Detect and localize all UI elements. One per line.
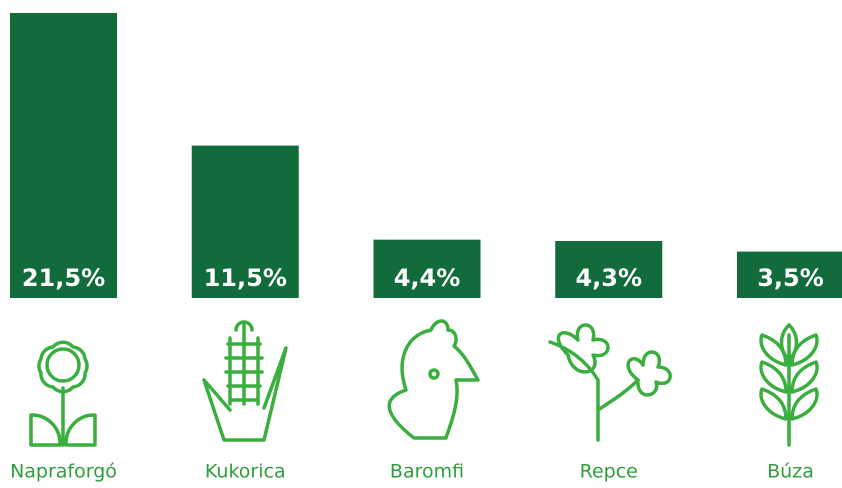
category-label: Repce [580, 461, 638, 483]
value-label: 4,4% [394, 264, 461, 292]
icon-wheat [759, 323, 819, 447]
value-label: 3,5% [757, 264, 824, 292]
category-label: Napraforgó [10, 461, 117, 483]
bar [555, 241, 663, 298]
bar [373, 239, 481, 298]
category-label: Búza [767, 461, 814, 483]
bar [10, 13, 117, 298]
value-label: 11,5% [204, 264, 287, 292]
icon-rapeseed [548, 323, 672, 442]
value-label: 4,3% [575, 264, 642, 292]
icon-corn [202, 320, 288, 442]
bar [191, 145, 299, 298]
value-label: 21,5% [22, 264, 105, 292]
bar [737, 251, 842, 298]
icon-chicken [387, 319, 480, 440]
category-label: Kukorica [205, 461, 286, 483]
icon-sunflower [29, 340, 97, 447]
category-label: Baromfi [390, 461, 464, 483]
